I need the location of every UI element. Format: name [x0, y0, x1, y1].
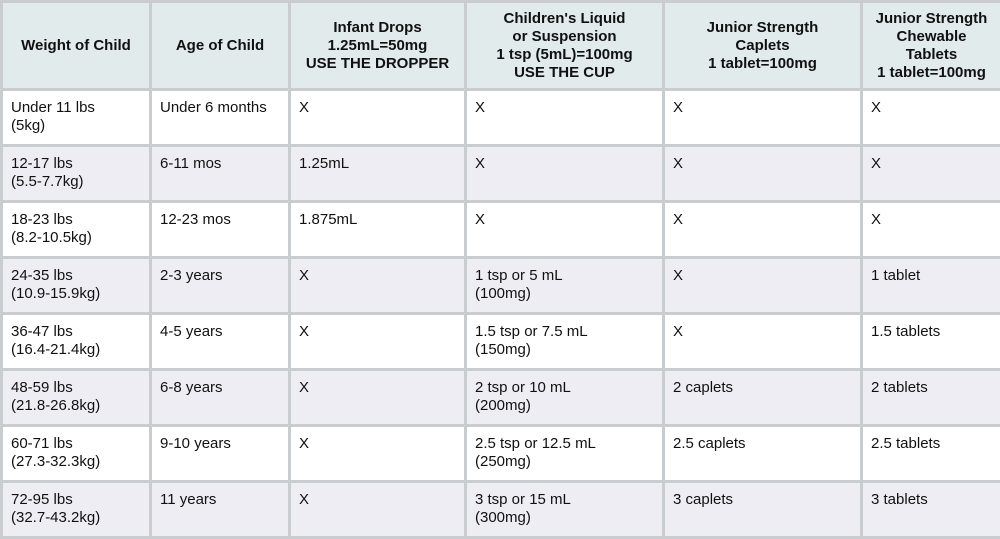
cell-age: Under 6 months: [152, 91, 288, 144]
cell-infant-drops: X: [291, 259, 464, 312]
cell-age: 9-10 years: [152, 427, 288, 480]
cell-junior-caplets: 3 caplets: [665, 483, 860, 536]
cell-junior-chewable: 1.5 tablets: [863, 315, 1000, 368]
header-junior-caplets: Junior Strength Caplets 1 tablet=100mg: [665, 3, 860, 88]
cell-infant-drops: 1.875mL: [291, 203, 464, 256]
cell-weight: 72-95 lbs (32.7-43.2kg): [3, 483, 149, 536]
cell-weight: 60-71 lbs (27.3-32.3kg): [3, 427, 149, 480]
cell-weight: 18-23 lbs (8.2-10.5kg): [3, 203, 149, 256]
cell-childrens-liquid: 1.5 tsp or 7.5 mL (150mg): [467, 315, 662, 368]
cell-junior-caplets: X: [665, 91, 860, 144]
cell-weight: 24-35 lbs (10.9-15.9kg): [3, 259, 149, 312]
cell-age: 6-11 mos: [152, 147, 288, 200]
cell-childrens-liquid: 3 tsp or 15 mL (300mg): [467, 483, 662, 536]
cell-infant-drops: X: [291, 427, 464, 480]
table-row: 60-71 lbs (27.3-32.3kg) 9-10 years X 2.5…: [3, 427, 1000, 480]
cell-junior-caplets: X: [665, 147, 860, 200]
cell-junior-chewable: X: [863, 147, 1000, 200]
cell-weight: 12-17 lbs (5.5-7.7kg): [3, 147, 149, 200]
cell-age: 2-3 years: [152, 259, 288, 312]
cell-childrens-liquid: X: [467, 147, 662, 200]
cell-childrens-liquid: X: [467, 203, 662, 256]
cell-junior-chewable: X: [863, 91, 1000, 144]
table-row: 48-59 lbs (21.8-26.8kg) 6-8 years X 2 ts…: [3, 371, 1000, 424]
cell-childrens-liquid: 1 tsp or 5 mL (100mg): [467, 259, 662, 312]
cell-age: 12-23 mos: [152, 203, 288, 256]
cell-junior-caplets: 2 caplets: [665, 371, 860, 424]
table-row: Under 11 lbs (5kg) Under 6 months X X X …: [3, 91, 1000, 144]
cell-age: 4-5 years: [152, 315, 288, 368]
cell-junior-chewable: 3 tablets: [863, 483, 1000, 536]
table-row: 18-23 lbs (8.2-10.5kg) 12-23 mos 1.875mL…: [3, 203, 1000, 256]
cell-childrens-liquid: 2.5 tsp or 12.5 mL (250mg): [467, 427, 662, 480]
cell-junior-caplets: X: [665, 203, 860, 256]
cell-weight: 48-59 lbs (21.8-26.8kg): [3, 371, 149, 424]
cell-infant-drops: X: [291, 483, 464, 536]
header-row: Weight of Child Age of Child Infant Drop…: [3, 3, 1000, 88]
cell-infant-drops: X: [291, 91, 464, 144]
table-row: 72-95 lbs (32.7-43.2kg) 11 years X 3 tsp…: [3, 483, 1000, 536]
cell-junior-chewable: 1 tablet: [863, 259, 1000, 312]
table-row: 36-47 lbs (16.4-21.4kg) 4-5 years X 1.5 …: [3, 315, 1000, 368]
header-junior-chewable: Junior Strength Chewable Tablets 1 table…: [863, 3, 1000, 88]
header-weight: Weight of Child: [3, 3, 149, 88]
table-row: 12-17 lbs (5.5-7.7kg) 6-11 mos 1.25mL X …: [3, 147, 1000, 200]
cell-childrens-liquid: 2 tsp or 10 mL (200mg): [467, 371, 662, 424]
cell-infant-drops: X: [291, 315, 464, 368]
cell-junior-chewable: 2 tablets: [863, 371, 1000, 424]
cell-junior-chewable: 2.5 tablets: [863, 427, 1000, 480]
cell-junior-caplets: X: [665, 259, 860, 312]
cell-weight: Under 11 lbs (5kg): [3, 91, 149, 144]
cell-junior-caplets: X: [665, 315, 860, 368]
cell-childrens-liquid: X: [467, 91, 662, 144]
cell-infant-drops: X: [291, 371, 464, 424]
header-infant-drops: Infant Drops 1.25mL=50mg USE THE DROPPER: [291, 3, 464, 88]
cell-junior-chewable: X: [863, 203, 1000, 256]
cell-junior-caplets: 2.5 caplets: [665, 427, 860, 480]
table-row: 24-35 lbs (10.9-15.9kg) 2-3 years X 1 ts…: [3, 259, 1000, 312]
cell-age: 11 years: [152, 483, 288, 536]
header-age: Age of Child: [152, 3, 288, 88]
cell-infant-drops: 1.25mL: [291, 147, 464, 200]
cell-weight: 36-47 lbs (16.4-21.4kg): [3, 315, 149, 368]
header-childrens-liquid: Children's Liquid or Suspension 1 tsp (5…: [467, 3, 662, 88]
cell-age: 6-8 years: [152, 371, 288, 424]
